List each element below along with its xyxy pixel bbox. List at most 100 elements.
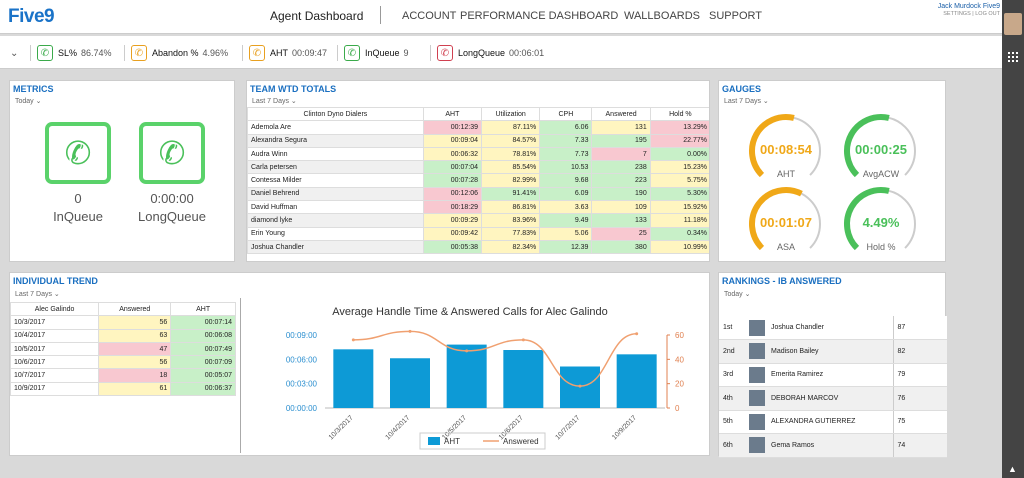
ranking-row[interactable]: 5th ALEXANDRA GUTIERREZ 75 (719, 410, 947, 434)
metric-cell: 00:06:08 (170, 328, 236, 343)
column-header[interactable]: Alec Galindo (9, 301, 100, 317)
gauge-label: Hold % (866, 242, 896, 252)
user-avatar[interactable] (1004, 13, 1022, 35)
ranking-row[interactable]: 1st Joshua Chandler 87 (719, 316, 947, 340)
period-dropdown[interactable]: Today ⌄ (724, 291, 751, 298)
status-longqueue[interactable]: ✆ LongQueue 00:06:01 (430, 45, 544, 61)
answered-point[interactable] (521, 338, 525, 342)
nav-account[interactable]: ACCOUNT (402, 10, 457, 22)
nav-performance-dashboard[interactable]: PERFORMANCE DASHBOARD (460, 10, 619, 22)
panel-title: RANKINGS - IB ANSWERED (722, 276, 842, 286)
user-avatar-icon (749, 437, 765, 454)
status-value: 00:09:47 (292, 48, 328, 58)
aht-bar[interactable] (446, 344, 487, 408)
ranking-name: Madison Bailey (767, 339, 894, 364)
ranking-row[interactable]: 4th DEBORAH MARCOV 76 (719, 386, 947, 411)
table-row[interactable]: Joshua Chandler 00:05:38 82.34% 12.39 380 10.… (247, 239, 709, 255)
notification-bell-icon[interactable]: ▲ (1008, 464, 1017, 474)
period-dropdown[interactable]: Last 7 Days ⌄ (724, 98, 769, 105)
gauge-value: 4.49% (862, 215, 900, 230)
column-header[interactable]: Answered (591, 106, 651, 122)
answered-point[interactable] (351, 338, 355, 342)
column-header[interactable]: Utilization (480, 106, 541, 122)
inqueue-value: 0 (74, 191, 82, 206)
gauge-dial (749, 114, 821, 178)
table-row[interactable]: 10/5/2017 47 00:07:49 (9, 341, 236, 357)
nav-wallboards[interactable]: WALLBOARDS (624, 10, 701, 22)
table-row[interactable]: 10/9/2017 61 00:06:37 (9, 381, 236, 397)
metric-cell: 133 (591, 213, 651, 228)
status-value: 00:06:01 (509, 48, 545, 58)
table-row[interactable]: Alexandra Segura 00:09:04 84.57% 7.33 195 22.… (247, 133, 709, 148)
table-row[interactable]: 10/4/2017 63 00:06:08 (9, 328, 236, 343)
avatar-cell (745, 433, 767, 458)
table-row[interactable]: Audra Winn 00:06:32 78.81% 7.73 7 0.00% (247, 146, 709, 162)
header-divider (380, 6, 381, 24)
y-right-tick: 0 (675, 404, 680, 413)
column-header[interactable]: Hold % (649, 106, 709, 122)
rank-cell: 4th (719, 386, 745, 411)
table-row[interactable]: Carla petersen 00:07:04 85.54% 10.53 238 15.2… (247, 160, 709, 175)
legend-answered-label[interactable]: Answered (503, 437, 539, 446)
nav-support[interactable]: SUPPORT (709, 10, 762, 22)
legend-aht-label[interactable]: AHT (444, 437, 460, 446)
metrics-panel: METRICS Today ⌄ ✆ ✆ 0 0:00:00 InQueue Lo… (9, 80, 235, 262)
answered-point[interactable] (408, 329, 412, 333)
period-dropdown[interactable]: Last 7 Days ⌄ (15, 291, 60, 298)
aht-bar[interactable] (390, 358, 430, 408)
table-row[interactable]: 10/7/2017 18 00:05:07 (9, 368, 236, 383)
table-row[interactable]: 10/3/2017 56 00:07:14 (9, 315, 236, 330)
metric-cell: 84.57% (480, 133, 541, 148)
rank-cell: 1st (719, 316, 745, 340)
metric-cell: 63 (98, 328, 172, 343)
answered-point[interactable] (635, 332, 639, 336)
table-row[interactable]: 10/6/2017 56 00:07:09 (9, 355, 236, 370)
metric-cell: 7.73 (539, 146, 593, 162)
column-header[interactable]: AHT (170, 301, 236, 317)
five9-logo[interactable]: Five9 (8, 6, 55, 27)
user-links[interactable]: SETTINGS | LOG OUT (943, 11, 1000, 17)
column-header[interactable]: Answered (98, 301, 172, 317)
status-value: 9 (403, 48, 409, 58)
table-row[interactable]: Contessa Milder 00:07:28 82.99% 9.68 223 5.75… (247, 173, 709, 188)
rank-cell: 2nd (719, 339, 745, 364)
gauge-fill (749, 187, 803, 251)
apps-grid-icon[interactable] (1008, 52, 1018, 62)
column-header[interactable]: Clinton Dyno Dialers (247, 106, 424, 122)
date-cell: 10/9/2017 (9, 381, 100, 397)
table-row[interactable]: David Huffman 00:18:29 86.81% 3.63 109 15.92% (247, 200, 709, 215)
user-menu[interactable]: Jack Murdock Five9 SETTINGS | LOG OUT (938, 2, 1000, 18)
table-row[interactable]: Daniel Behrend 00:12:06 91.41% 6.09 190 5.30% (247, 186, 709, 202)
ranking-row[interactable]: 6th Gema Ramos 74 (719, 433, 947, 458)
answered-point[interactable] (465, 349, 469, 353)
aht-bar[interactable] (503, 350, 544, 408)
avatar-cell (745, 339, 767, 364)
metric-cell: 7.33 (539, 133, 593, 148)
metric-cell: 10.53 (539, 160, 593, 175)
period-dropdown[interactable]: Today ⌄ (15, 98, 42, 105)
answered-point[interactable] (578, 384, 582, 388)
table-row[interactable]: diamond lyke 00:09:29 83.96% 9.49 133 11.18% (247, 213, 709, 228)
status-sl[interactable]: ✆ SL% 86.74% (30, 45, 112, 61)
user-avatar-icon (749, 319, 765, 336)
longqueue-timer-icon: ✆ (139, 122, 205, 184)
ranking-row[interactable]: 2nd Madison Bailey 82 (719, 339, 947, 364)
status-abandon[interactable]: ✆ Abandon % 4.96% (124, 45, 228, 61)
gauge-label: AvgACW (862, 169, 900, 179)
column-header[interactable]: CPH (539, 106, 593, 122)
chevron-down-icon[interactable]: ⌄ (10, 48, 19, 59)
status-aht[interactable]: ✆ AHT 00:09:47 (242, 45, 327, 61)
aht-bar[interactable] (616, 354, 657, 408)
ranking-row[interactable]: 3rd Emerita Ramirez 79 (719, 363, 947, 387)
metric-cell: 86.81% (480, 200, 541, 215)
status-inqueue[interactable]: ✆ InQueue 9 (337, 45, 409, 61)
metric-cell: 0.34% (649, 226, 709, 241)
metric-cell: 223 (591, 173, 651, 188)
table-row[interactable]: Ademola Are 00:12:39 87.11% 6.06 131 13.29% (247, 120, 709, 135)
table-row[interactable]: Erin Young 00:09:42 77.83% 5.06 25 0.34% (247, 226, 709, 241)
period-dropdown[interactable]: Last 7 Days ⌄ (252, 98, 297, 105)
column-header[interactable]: AHT (422, 106, 483, 122)
avatar-cell (745, 386, 767, 411)
rank-cell: 3rd (719, 363, 745, 387)
aht-bar[interactable] (333, 349, 374, 408)
